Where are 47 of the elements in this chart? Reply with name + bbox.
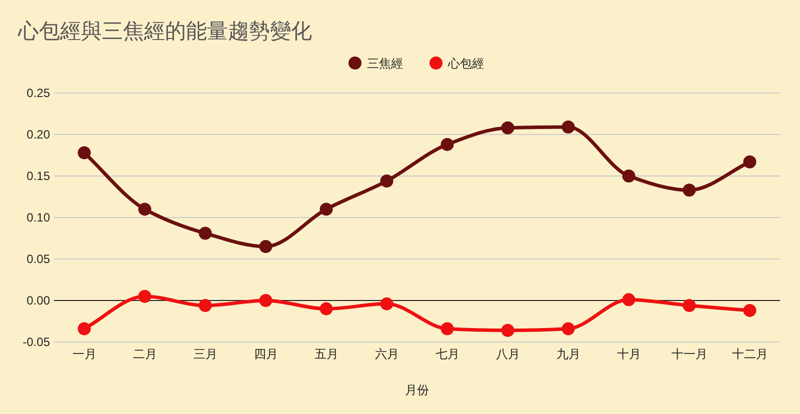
y-tick-label: 0.15	[26, 169, 50, 183]
legend-label: 心包經	[447, 56, 484, 70]
point	[501, 121, 514, 134]
point	[440, 322, 454, 336]
x-tick-label: 六月	[374, 347, 399, 361]
x-tick-label: 十一月	[671, 347, 708, 361]
y-tick-label: 0.20	[26, 128, 50, 142]
y-tick-label: 0.10	[26, 210, 50, 224]
x-tick-label: 十月	[616, 347, 641, 361]
x-tick-label: 十二月	[732, 347, 768, 361]
point	[682, 298, 696, 312]
x-tick-label: 一月	[72, 347, 96, 361]
point	[259, 240, 272, 254]
point	[320, 202, 333, 216]
point	[440, 138, 454, 151]
y-tick-label: 0.25	[26, 86, 50, 100]
x-tick-label: 三月	[193, 347, 218, 361]
x-tick-label: 五月	[314, 347, 338, 361]
point	[501, 324, 514, 337]
legend-label: 三焦經	[367, 56, 403, 70]
point	[380, 297, 394, 310]
x-tick-label: 八月	[496, 347, 520, 361]
x-tick-label: 四月	[254, 347, 278, 361]
x-tick-label: 七月	[435, 347, 460, 361]
point	[682, 184, 696, 197]
point	[198, 226, 212, 240]
y-tick-label: 0.05	[26, 252, 50, 266]
point	[622, 170, 636, 182]
x-tick-label: 九月	[556, 347, 580, 361]
chart-title: 心包經與三焦經的能量趨勢變化	[17, 20, 312, 43]
point	[78, 322, 91, 336]
point	[320, 302, 333, 316]
x-axis-title: 月份	[405, 383, 429, 397]
point	[743, 155, 756, 168]
point	[562, 120, 575, 134]
y-tick-label: 0.00	[26, 294, 50, 308]
point	[380, 174, 394, 188]
point	[743, 304, 756, 317]
point	[138, 290, 152, 303]
point	[562, 322, 575, 336]
point	[622, 293, 636, 306]
x-tick-label: 二月	[132, 347, 157, 361]
y-tick-label: -0.05	[22, 335, 50, 349]
point	[78, 146, 91, 160]
point	[259, 294, 272, 307]
point	[198, 298, 212, 312]
point	[138, 202, 152, 216]
